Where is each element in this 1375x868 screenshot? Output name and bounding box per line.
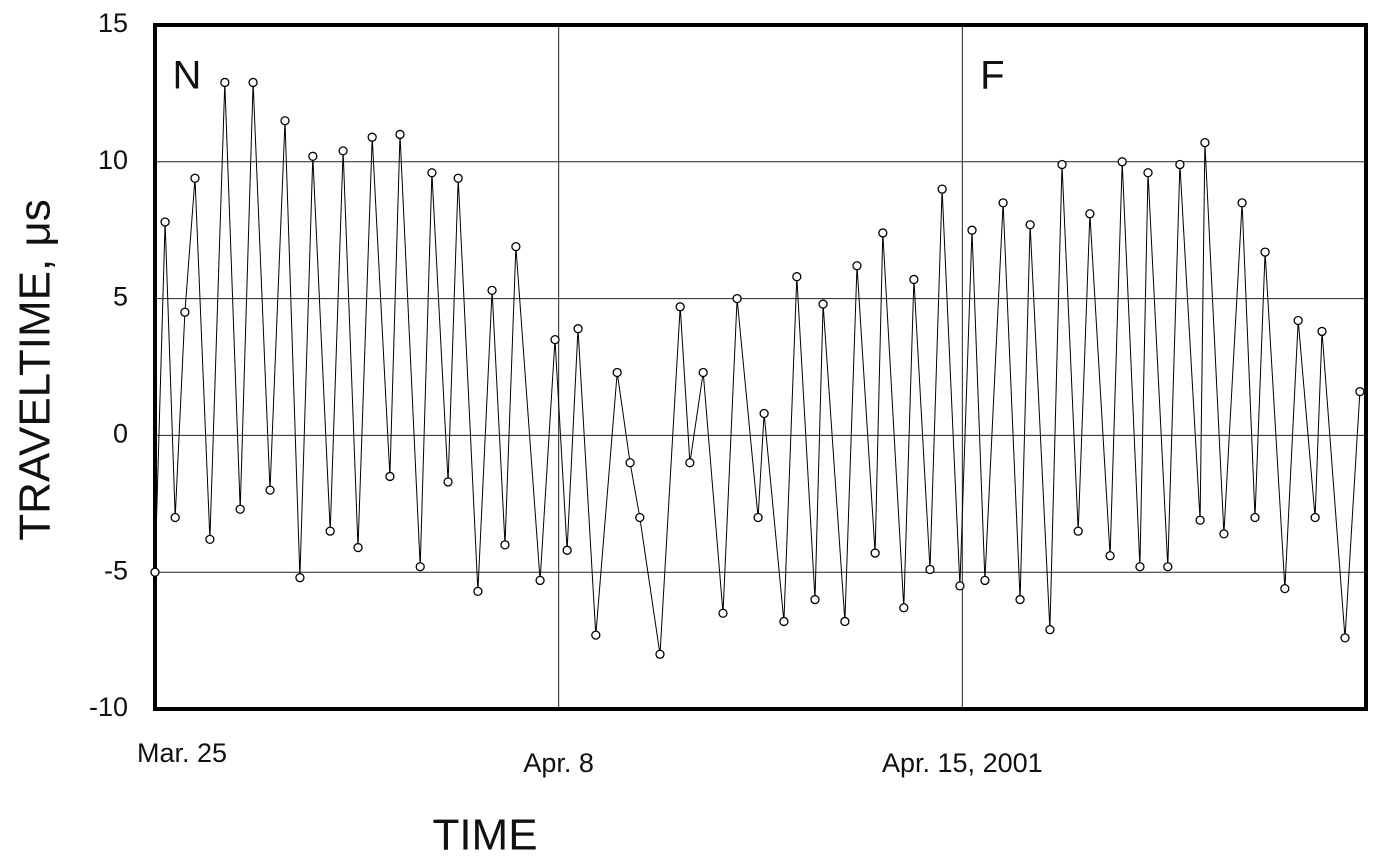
data-point <box>655 649 665 659</box>
data-point <box>1135 562 1145 572</box>
data-point <box>612 367 622 378</box>
x-axis-title: TIME <box>432 811 537 860</box>
data-point <box>1200 137 1210 148</box>
y-tick-label: 10 <box>98 145 128 175</box>
data-point <box>852 261 862 271</box>
data-point <box>1045 625 1055 635</box>
data-point <box>180 307 190 317</box>
data-point <box>1340 633 1350 643</box>
data-point <box>367 132 377 142</box>
data-point <box>1219 529 1229 539</box>
data-point <box>280 116 290 126</box>
y-tick-label: 5 <box>113 282 128 312</box>
data-point <box>415 562 425 572</box>
data-point <box>937 184 947 194</box>
data-point <box>635 512 645 523</box>
data-point <box>732 293 742 304</box>
data-point <box>759 408 769 419</box>
x-tick-label: Apr. 15, 2001 <box>882 748 1043 778</box>
data-point <box>205 534 215 545</box>
data-point <box>1117 157 1127 167</box>
annotation: F <box>980 54 1004 98</box>
data-point <box>1085 209 1095 219</box>
data-point <box>395 129 405 140</box>
data-point <box>511 241 521 252</box>
data-point <box>675 302 685 312</box>
y-tick-label: -10 <box>89 692 128 722</box>
y-axis-title: TRAVELTIME, μs <box>11 199 60 541</box>
data-point <box>1355 386 1365 397</box>
data-point <box>170 512 180 523</box>
data-point <box>878 228 888 238</box>
annotation: N <box>173 54 202 98</box>
data-point <box>308 151 318 161</box>
y-tick-label: 15 <box>98 8 128 38</box>
data-point <box>487 285 497 296</box>
data-point <box>1260 247 1270 257</box>
data-point <box>473 586 483 597</box>
data-point <box>1015 594 1025 605</box>
data-point <box>353 542 363 553</box>
data-point <box>160 217 170 227</box>
y-tick-label: -5 <box>104 555 128 585</box>
data-point <box>220 77 230 88</box>
data-point <box>1105 551 1115 561</box>
data-point <box>338 146 348 156</box>
plot-frame <box>153 23 1368 711</box>
data-point <box>1237 198 1247 208</box>
data-point <box>685 458 695 468</box>
data-point <box>698 367 708 378</box>
data-point <box>1195 515 1205 525</box>
data-point <box>500 540 510 550</box>
data-point <box>1073 526 1083 536</box>
data-point <box>550 334 560 345</box>
x-tick-label: Apr. 8 <box>523 748 594 778</box>
data-point <box>967 225 977 235</box>
data-point <box>925 564 935 575</box>
data-point <box>779 616 789 627</box>
data-point <box>870 548 880 558</box>
data-point <box>150 567 160 577</box>
data-point <box>535 575 545 586</box>
data-point <box>190 173 200 183</box>
data-point <box>1057 159 1067 170</box>
data-point <box>1317 326 1327 337</box>
data-point <box>1025 220 1035 230</box>
data-point <box>810 594 820 605</box>
data-point <box>818 299 828 309</box>
data-point <box>1280 583 1290 594</box>
data-point <box>625 458 635 468</box>
data-point <box>998 198 1008 208</box>
data-point <box>453 173 463 183</box>
data-point <box>427 168 437 178</box>
data-point <box>443 477 453 487</box>
data-point <box>1143 168 1153 178</box>
data-point <box>718 608 728 618</box>
data-point <box>840 616 850 627</box>
data-point <box>909 274 919 285</box>
data-point <box>235 504 245 514</box>
data-point <box>1310 512 1320 523</box>
data-point <box>1163 562 1173 572</box>
data-point <box>1175 159 1185 170</box>
data-point <box>899 603 909 613</box>
data-point <box>385 471 395 482</box>
data-point <box>753 512 763 523</box>
data-point <box>248 77 258 88</box>
data-point <box>562 545 572 555</box>
data-point <box>295 573 305 583</box>
data-point <box>980 575 990 586</box>
data-point <box>573 324 583 334</box>
data-point <box>325 526 335 536</box>
data-point <box>1250 512 1260 523</box>
x-tick-label: Mar. 25 <box>137 738 227 768</box>
data-point <box>792 272 802 282</box>
data-point <box>1293 315 1303 326</box>
data-point <box>591 630 601 640</box>
data-point <box>265 485 275 495</box>
y-tick-label: 0 <box>113 419 128 449</box>
data-point <box>955 581 965 591</box>
